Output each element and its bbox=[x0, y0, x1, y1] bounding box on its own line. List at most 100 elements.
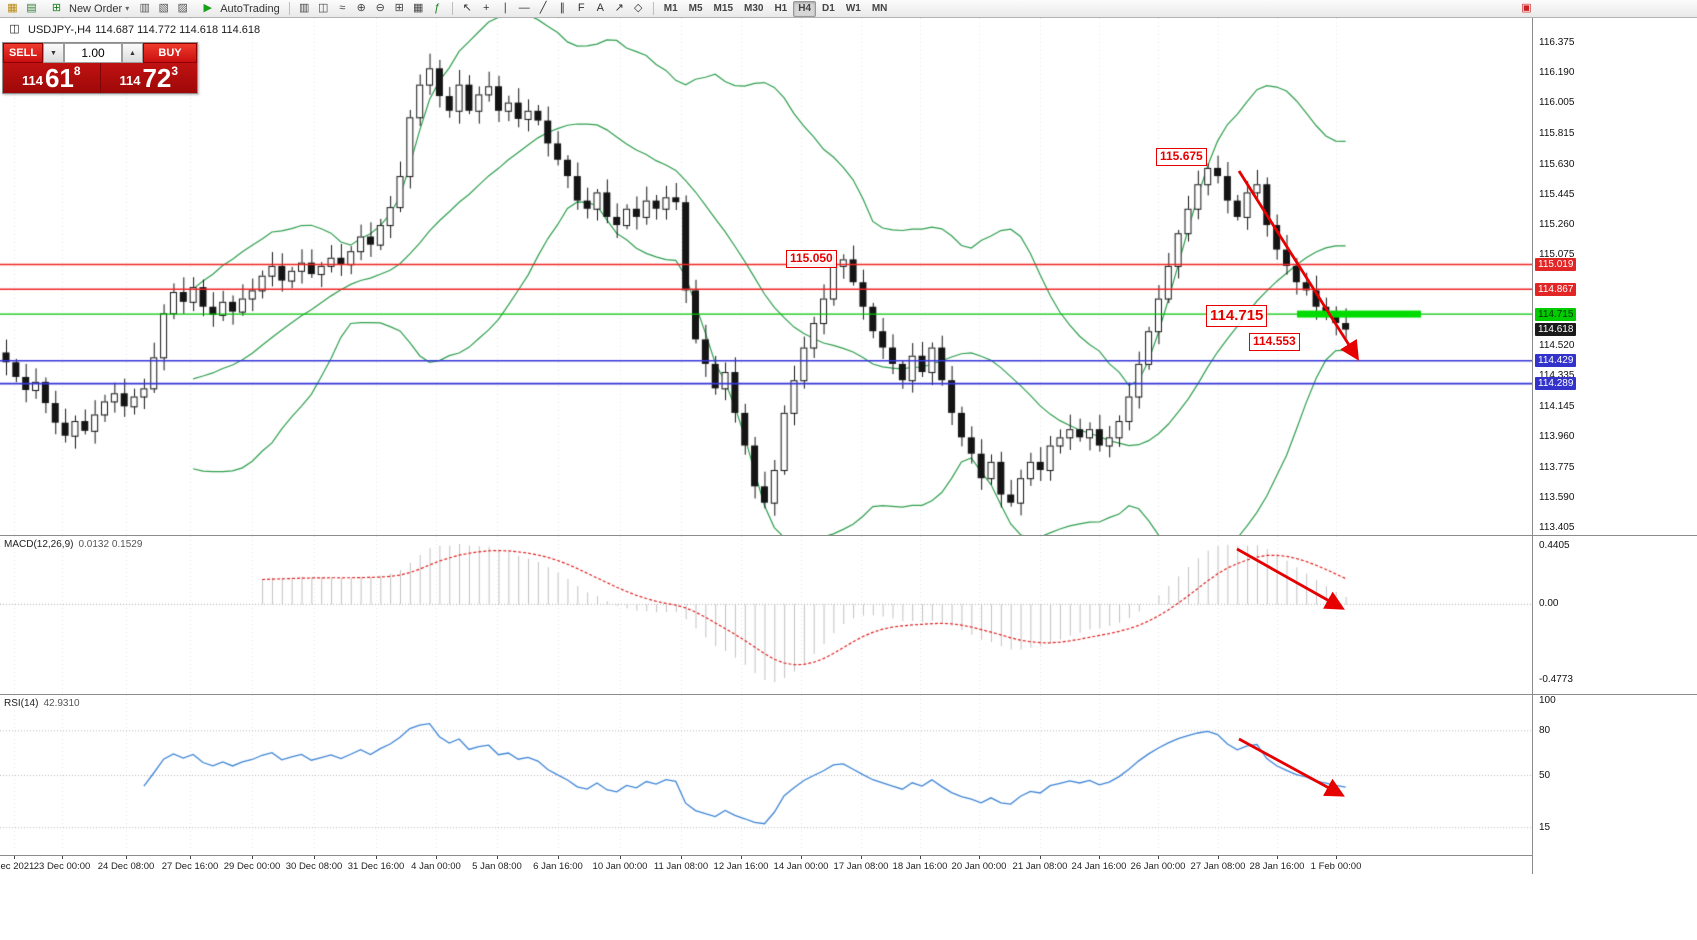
pane-separator-rsi[interactable] bbox=[0, 694, 1697, 695]
macd-values: 0.0132 0.1529 bbox=[78, 539, 143, 550]
time-axis-label: 5 Jan 08:00 bbox=[472, 861, 522, 872]
chart-symbol-period: USDJPY-,H4 bbox=[28, 23, 92, 36]
time-axis-label: 20 Jan 00:00 bbox=[951, 861, 1007, 872]
time-axis-tick bbox=[801, 856, 802, 859]
arrows-tool-icon[interactable]: ↗ bbox=[614, 2, 624, 14]
time-axis-tick bbox=[681, 856, 682, 859]
auto-arrange-icon[interactable]: ▦ bbox=[413, 2, 424, 14]
pane-separator-macd[interactable] bbox=[0, 535, 1697, 536]
time-axis-label: 1 Feb 00:00 bbox=[1310, 861, 1362, 872]
channel-icon[interactable]: ∥ bbox=[559, 2, 565, 14]
price-axis-tick: 113.775 bbox=[1539, 461, 1575, 473]
price-tag-blue: 114.429 bbox=[1535, 354, 1577, 368]
zoom-in-icon[interactable]: ⊕ bbox=[356, 2, 366, 14]
tile-windows-icon[interactable]: ⊞ bbox=[394, 2, 404, 14]
horizontal-line-icon[interactable]: ― bbox=[518, 2, 530, 14]
time-axis-tick bbox=[1277, 856, 1278, 859]
timeframe-button-m1[interactable]: M1 bbox=[663, 3, 678, 14]
navigator-icon[interactable]: ▨ bbox=[177, 2, 188, 14]
macd-label: MACD(12,26,9) 0.0132 0.1529 bbox=[4, 539, 143, 550]
time-axis-tick bbox=[436, 856, 437, 859]
price-chart-canvas[interactable] bbox=[0, 18, 1532, 535]
candlestick-chart-icon[interactable]: ◫ bbox=[318, 2, 329, 14]
zoom-out-icon[interactable]: ⊖ bbox=[375, 2, 385, 14]
price-annotation-label[interactable]: 114.553 bbox=[1249, 333, 1300, 351]
price-axis-tick: 115.445 bbox=[1539, 188, 1575, 200]
ask-price-big: 72 bbox=[142, 63, 172, 93]
time-axis-label: 31 Dec 16:00 bbox=[347, 861, 405, 872]
chart-symbol-icon: ◫ bbox=[9, 23, 20, 35]
price-tag-blue: 114.289 bbox=[1535, 377, 1577, 391]
time-axis-label: 28 Jan 16:00 bbox=[1249, 861, 1305, 872]
vertical-line-icon[interactable]: ∣ bbox=[502, 2, 508, 14]
bid-price-prefix: 114 bbox=[21, 72, 43, 88]
time-axis-label: 11 Jan 08:00 bbox=[653, 861, 709, 872]
time-axis-label: 27 Dec 16:00 bbox=[161, 861, 219, 872]
time-axis-tick bbox=[1158, 856, 1159, 859]
cursor-icon[interactable]: ↖ bbox=[462, 2, 472, 14]
time-axis-tick bbox=[1099, 856, 1100, 859]
timeframe-button-m15[interactable]: M15 bbox=[713, 3, 733, 14]
bid-price[interactable]: 114 61 8 bbox=[3, 63, 100, 93]
timeframe-button-m5[interactable]: M5 bbox=[688, 3, 703, 14]
time-axis-tick bbox=[1218, 856, 1219, 859]
time-axis-tick bbox=[1040, 856, 1041, 859]
time-axis-label: 21 Jan 08:00 bbox=[1012, 861, 1068, 872]
toolbar-separator bbox=[451, 2, 453, 15]
data-window-icon[interactable]: ▧ bbox=[158, 2, 169, 14]
timeframe-button-w1[interactable]: W1 bbox=[845, 3, 861, 14]
price-axis-tick: 115.630 bbox=[1539, 158, 1575, 170]
price-tag-current: 114.618 bbox=[1535, 323, 1577, 337]
price-axis-tick: 114.520 bbox=[1539, 339, 1575, 351]
time-axis-tick bbox=[14, 856, 15, 859]
timeframe-button-d1[interactable]: D1 bbox=[822, 3, 835, 14]
macd-pane-canvas[interactable] bbox=[0, 536, 1532, 694]
ask-price[interactable]: 114 72 3 bbox=[100, 63, 197, 93]
rsi-scale-label: 100 bbox=[1539, 695, 1556, 706]
price-annotation-label[interactable]: 114.715 bbox=[1206, 305, 1268, 327]
time-axis-label: Dec 2021 bbox=[0, 861, 35, 872]
time-axis-label: 4 Jan 00:00 bbox=[411, 861, 461, 872]
new-order-button[interactable]: ⊞ New Order ▾ bbox=[43, 1, 133, 16]
time-axis-tick bbox=[126, 856, 127, 859]
timeframe-button-h4[interactable]: H4 bbox=[793, 0, 817, 17]
buy-button[interactable]: BUY bbox=[143, 43, 197, 63]
fibonacci-icon[interactable]: F bbox=[577, 2, 585, 14]
sell-button[interactable]: SELL bbox=[3, 43, 43, 63]
text-tool-icon[interactable]: A bbox=[596, 2, 604, 14]
line-chart-icon[interactable]: ≈ bbox=[339, 2, 346, 14]
chevron-down-icon[interactable]: ▾ bbox=[125, 4, 130, 13]
shapes-tool-icon[interactable]: ◇ bbox=[634, 2, 643, 14]
price-tag-red: 115.019 bbox=[1535, 257, 1577, 271]
price-annotation-label[interactable]: 115.675 bbox=[1156, 148, 1207, 166]
rsi-label: RSI(14) 42.9310 bbox=[4, 698, 80, 709]
timeframe-button-mn[interactable]: MN bbox=[871, 3, 888, 14]
new-order-label: New Order bbox=[69, 2, 123, 15]
price-annotation-label[interactable]: 115.050 bbox=[786, 250, 837, 268]
volume-decrement-button[interactable]: ▼ bbox=[43, 43, 64, 63]
crosshair-icon[interactable]: + bbox=[483, 2, 490, 14]
indicators-icon[interactable]: ƒ bbox=[434, 2, 441, 14]
autotrading-label: AutoTrading bbox=[220, 2, 280, 15]
volume-increment-button[interactable]: ▲ bbox=[122, 43, 143, 63]
timeframe-button-h1[interactable]: H1 bbox=[774, 3, 788, 14]
new-chart-icon[interactable]: ▦ bbox=[7, 2, 18, 14]
time-axis-label: 12 Jan 16:00 bbox=[713, 861, 769, 872]
bar-chart-icon[interactable]: ▥ bbox=[299, 2, 310, 14]
timeframe-button-m30[interactable]: M30 bbox=[744, 3, 764, 14]
autotrading-button[interactable]: ▶ AutoTrading bbox=[194, 1, 284, 16]
ask-price-pipette: 3 bbox=[171, 64, 179, 78]
trendline-icon[interactable]: ╱ bbox=[539, 2, 547, 14]
alert-icon[interactable]: ▣ bbox=[1521, 2, 1532, 14]
market-watch-icon[interactable]: ▥ bbox=[139, 2, 150, 14]
rsi-pane-canvas[interactable] bbox=[0, 695, 1532, 854]
rsi-scale-label: 80 bbox=[1539, 724, 1551, 736]
time-axis-label: 17 Jan 08:00 bbox=[833, 861, 889, 872]
price-axis-tick: 115.815 bbox=[1539, 128, 1575, 140]
time-axis-tick bbox=[920, 856, 921, 859]
profiles-icon[interactable]: ▤ bbox=[26, 2, 37, 14]
volume-input[interactable] bbox=[64, 43, 122, 63]
price-axis-tick: 116.005 bbox=[1539, 97, 1575, 109]
price-tag-green: 114.715 bbox=[1535, 307, 1577, 321]
